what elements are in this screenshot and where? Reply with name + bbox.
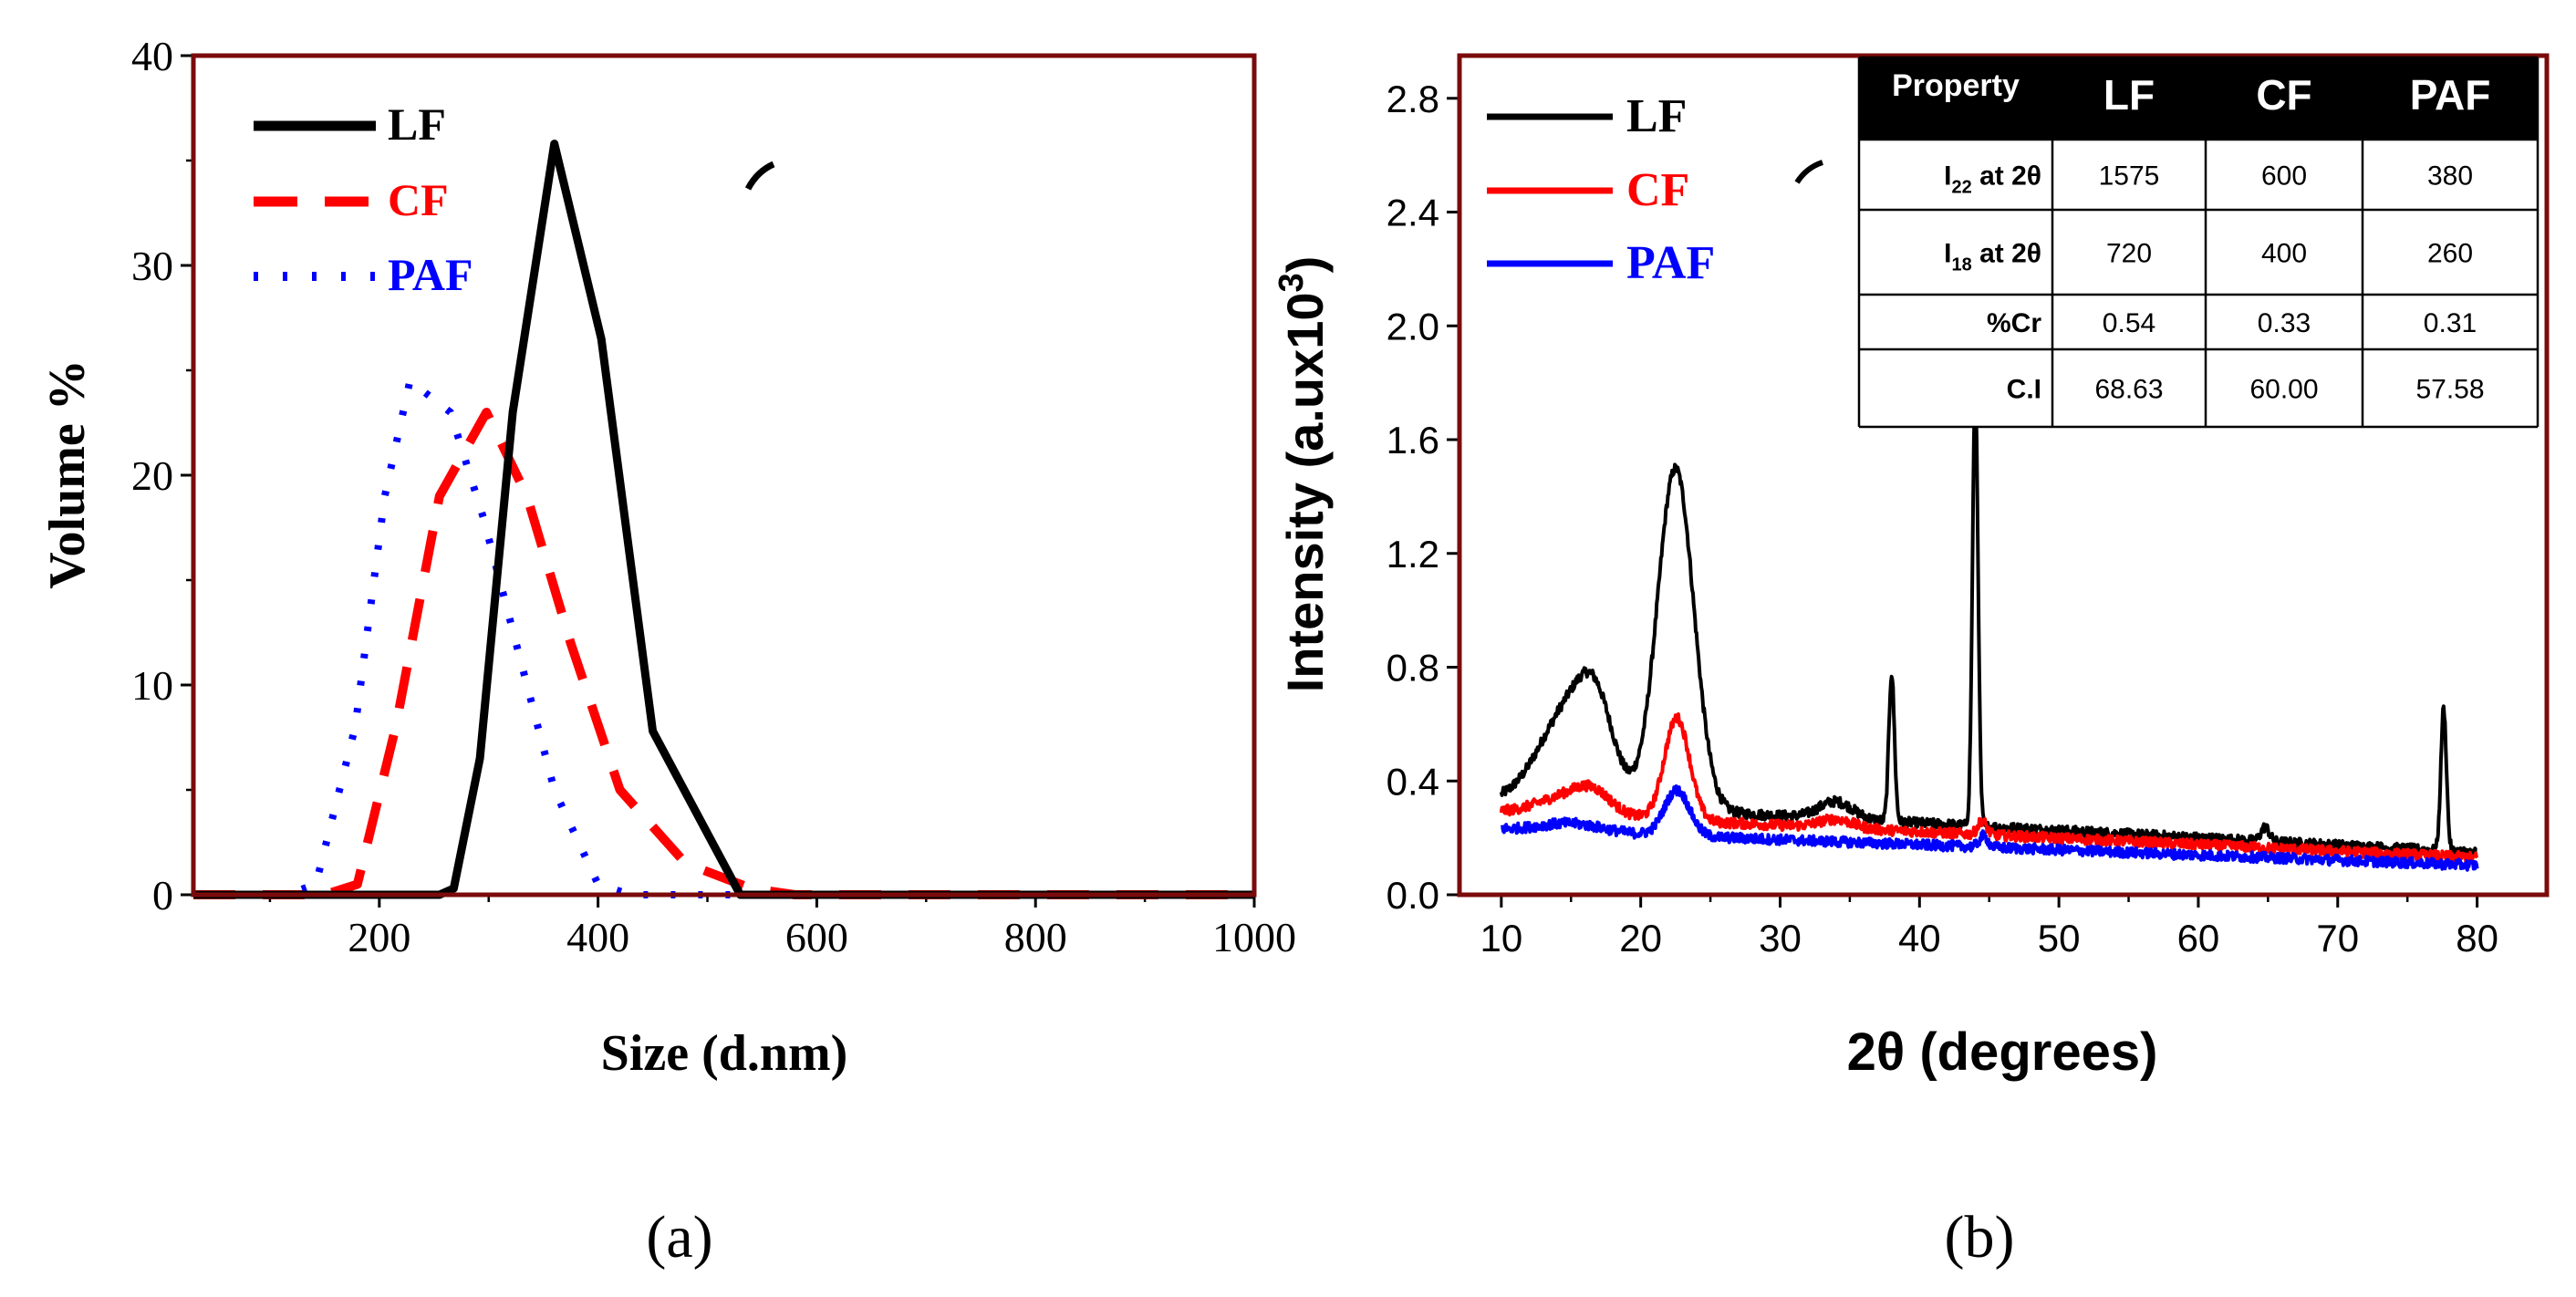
y-tick-label: 0.4 — [1387, 760, 1439, 803]
panel-a-y-axis-title: Volume % — [39, 359, 96, 589]
table-value-cell: 68.63 — [2094, 375, 2163, 405]
row-label-main: I — [1944, 161, 1951, 192]
x-tick-label: 20 — [1619, 917, 1662, 960]
legend-cf-label: CF — [1626, 164, 1689, 216]
y-tick-label: 0.0 — [1387, 874, 1439, 917]
panel-a-legend: LF CF PAF — [254, 99, 775, 300]
legend-lf-label: LF — [388, 99, 446, 150]
stray-mark — [1794, 160, 1824, 184]
table-header-cell: PAF — [2410, 71, 2491, 119]
panel-a-x-axis-title: Size (d.nm) — [601, 1025, 848, 1082]
x-tick-label: 1000 — [1212, 914, 1296, 960]
series-lf-line — [1499, 384, 2478, 859]
y-tick-label: 0.8 — [1387, 647, 1439, 690]
series-paf-line — [1500, 784, 2479, 872]
table-header-cell: Property — [1892, 68, 2020, 103]
table-header-cell: CF — [2256, 71, 2311, 119]
x-tick-label: 40 — [1898, 917, 1941, 960]
table-value-cell: 0.54 — [2103, 308, 2155, 338]
x-tick-label: 30 — [1759, 917, 1802, 960]
x-tick-label: 400 — [566, 914, 629, 960]
table-row-label: C.I — [2007, 375, 2041, 405]
y-tick-label: 2.0 — [1387, 305, 1439, 348]
y-tick-label: 0 — [152, 872, 173, 918]
panel-b-x-axis-title: 2θ (degrees) — [1847, 1022, 2158, 1082]
row-label-sub: 18 — [1952, 255, 1972, 275]
table-value-cell: 0.33 — [2258, 308, 2311, 338]
x-tick-label: 50 — [2038, 917, 2081, 960]
row-label-end: at 2θ — [1972, 239, 2041, 269]
y-tick-label: 1.6 — [1387, 419, 1439, 462]
y-tick-label: 30 — [131, 243, 173, 289]
panel-a-tick-marks — [181, 54, 1256, 908]
series-cf-line — [193, 408, 1254, 899]
table-row-label: I22 at 2θ — [1944, 161, 2041, 198]
panel-b-tick-labels: 10 20 30 40 50 60 70 80 0.0 0.4 0.8 1.2 1.6 2.0 2.4 2.8 — [1387, 78, 2498, 960]
legend-cf-label: CF — [388, 174, 449, 225]
table-value-cell: 60.00 — [2249, 375, 2318, 405]
panel-a-label: (a) — [646, 1204, 712, 1271]
y-tick-label: 2.4 — [1387, 192, 1439, 234]
panel-a-tick-labels: 200 400 600 800 1000 0 10 20 30 40 — [131, 33, 1296, 960]
table-value-cell: 0.31 — [2424, 308, 2477, 338]
y-axis-title-end: ) — [1276, 256, 1334, 274]
panel-b-series — [1499, 384, 2479, 872]
x-tick-label: 10 — [1480, 917, 1522, 960]
x-tick-label: 800 — [1004, 914, 1067, 960]
table-value-cell: 400 — [2261, 239, 2307, 269]
y-tick-label: 2.8 — [1387, 78, 1439, 120]
table-value-cell: 57.58 — [2415, 375, 2484, 405]
table-gridlines — [1857, 56, 2540, 429]
row-label-main: I — [1944, 239, 1951, 269]
table-body-bg — [1859, 140, 2538, 427]
x-tick-label: 60 — [2177, 917, 2220, 960]
row-label-end: at 2θ — [1972, 161, 2041, 192]
y-tick-label: 20 — [131, 452, 173, 499]
y-tick-label: 10 — [131, 662, 173, 709]
legend-paf-label: PAF — [388, 249, 473, 300]
x-tick-label: 70 — [2316, 917, 2359, 960]
panel-a-series — [193, 140, 1254, 899]
row-label-main: C.I — [2007, 375, 2041, 405]
panel-b-label: (b) — [1945, 1204, 2015, 1271]
series-lf-line — [193, 140, 1254, 899]
table-header-cell: LF — [2103, 71, 2155, 119]
legend-paf-label: PAF — [1626, 237, 1715, 289]
panel-b-xrd-chart: 10 20 30 40 50 60 70 80 0.0 0.4 0.8 1.2 1.6 2.0 2.4 2.8… — [1272, 53, 2550, 1271]
panel-b-plot-frame — [1457, 53, 2550, 898]
x-tick-label: 600 — [785, 914, 848, 960]
table-value-cell: 720 — [2106, 239, 2152, 269]
row-label-sub: 22 — [1952, 178, 1972, 198]
y-axis-title-main: Intensity (a.ux10 — [1276, 292, 1334, 692]
table-value-cell: 260 — [2427, 239, 2473, 269]
stray-mark — [744, 161, 775, 191]
y-axis-title-sup: 3 — [1272, 273, 1311, 292]
row-label-main: %Cr — [1987, 308, 2041, 338]
y-tick-label: 40 — [131, 33, 173, 79]
panel-a-plot-frame — [191, 53, 1257, 898]
series-paf-line — [193, 377, 1254, 898]
table-value-cell: 600 — [2261, 161, 2307, 192]
x-tick-label: 200 — [348, 914, 410, 960]
panel-b-legend: LF CF PAF — [1467, 82, 1824, 301]
series-cf-line — [1499, 712, 2479, 864]
y-tick-label: 1.2 — [1387, 533, 1439, 576]
table-row-label: %Cr — [1987, 308, 2041, 338]
table-value-cell: 1575 — [2099, 161, 2160, 192]
table-header-bg — [1859, 57, 2538, 140]
table-row-label: I18 at 2θ — [1944, 239, 2041, 275]
legend-lf-label: LF — [1626, 90, 1687, 142]
panel-b-y-axis-title: Intensity (a.ux103) — [1272, 256, 1334, 693]
table-value-cell: 380 — [2427, 161, 2473, 192]
x-tick-label: 80 — [2456, 917, 2498, 960]
panel-a-dls-chart: 200 400 600 800 1000 0 10 20 30 40 LF CF PAF Volu… — [39, 33, 1296, 1271]
